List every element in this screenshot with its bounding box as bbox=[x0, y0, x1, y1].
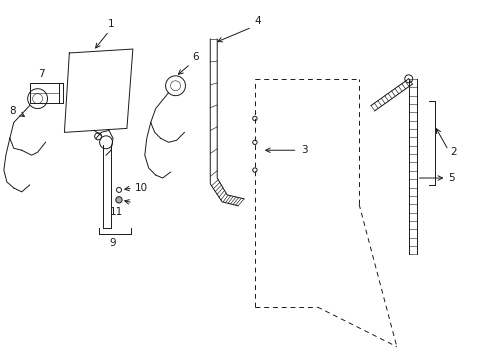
Text: 9: 9 bbox=[109, 238, 116, 248]
Text: 1: 1 bbox=[107, 19, 114, 29]
Text: 4: 4 bbox=[254, 16, 261, 26]
Text: 3: 3 bbox=[301, 145, 307, 155]
Text: 10: 10 bbox=[135, 183, 148, 193]
Text: 2: 2 bbox=[449, 147, 456, 157]
Bar bbox=[30, 83, 60, 103]
Text: 7: 7 bbox=[38, 69, 45, 79]
Circle shape bbox=[116, 197, 122, 203]
Text: 6: 6 bbox=[192, 52, 199, 62]
Text: 5: 5 bbox=[447, 173, 454, 183]
Text: 11: 11 bbox=[109, 207, 122, 217]
Text: 8: 8 bbox=[9, 105, 16, 116]
